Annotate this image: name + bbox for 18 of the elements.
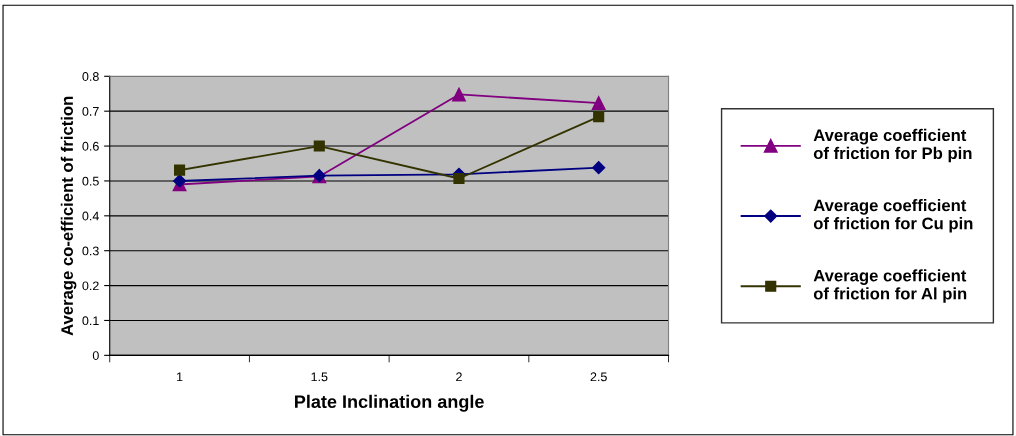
y-tick-label: 0.5	[82, 176, 99, 186]
y-tick-label: 0.4	[82, 211, 99, 221]
y-axis-title: Average co-efficient of friction	[60, 96, 77, 336]
x-tick-label: 1	[177, 372, 183, 382]
y-tick-label: 0.2	[82, 281, 99, 291]
x-tick-label: 1.5	[311, 372, 328, 382]
legend-label: Average coefficient of friction for Cu pin	[813, 199, 973, 233]
legend-label: Average coefficient of friction for Pb pin	[813, 128, 972, 163]
x-axis-title: Plate Inclination angle	[295, 394, 484, 412]
x-tick-label: 2	[456, 372, 462, 382]
x-tick-label: 2.5	[590, 372, 607, 382]
y-tick-label: 0.1	[82, 316, 99, 326]
legend-label: Average coefficient of friction for Al pin	[813, 269, 967, 303]
y-tick-label: 0.3	[82, 246, 99, 256]
y-tick-label: 0.6	[82, 141, 99, 151]
y-tick-label: 0.8	[82, 72, 99, 81]
y-tick-label: 0.7	[82, 106, 99, 116]
y-tick-label: 0	[92, 351, 99, 360]
